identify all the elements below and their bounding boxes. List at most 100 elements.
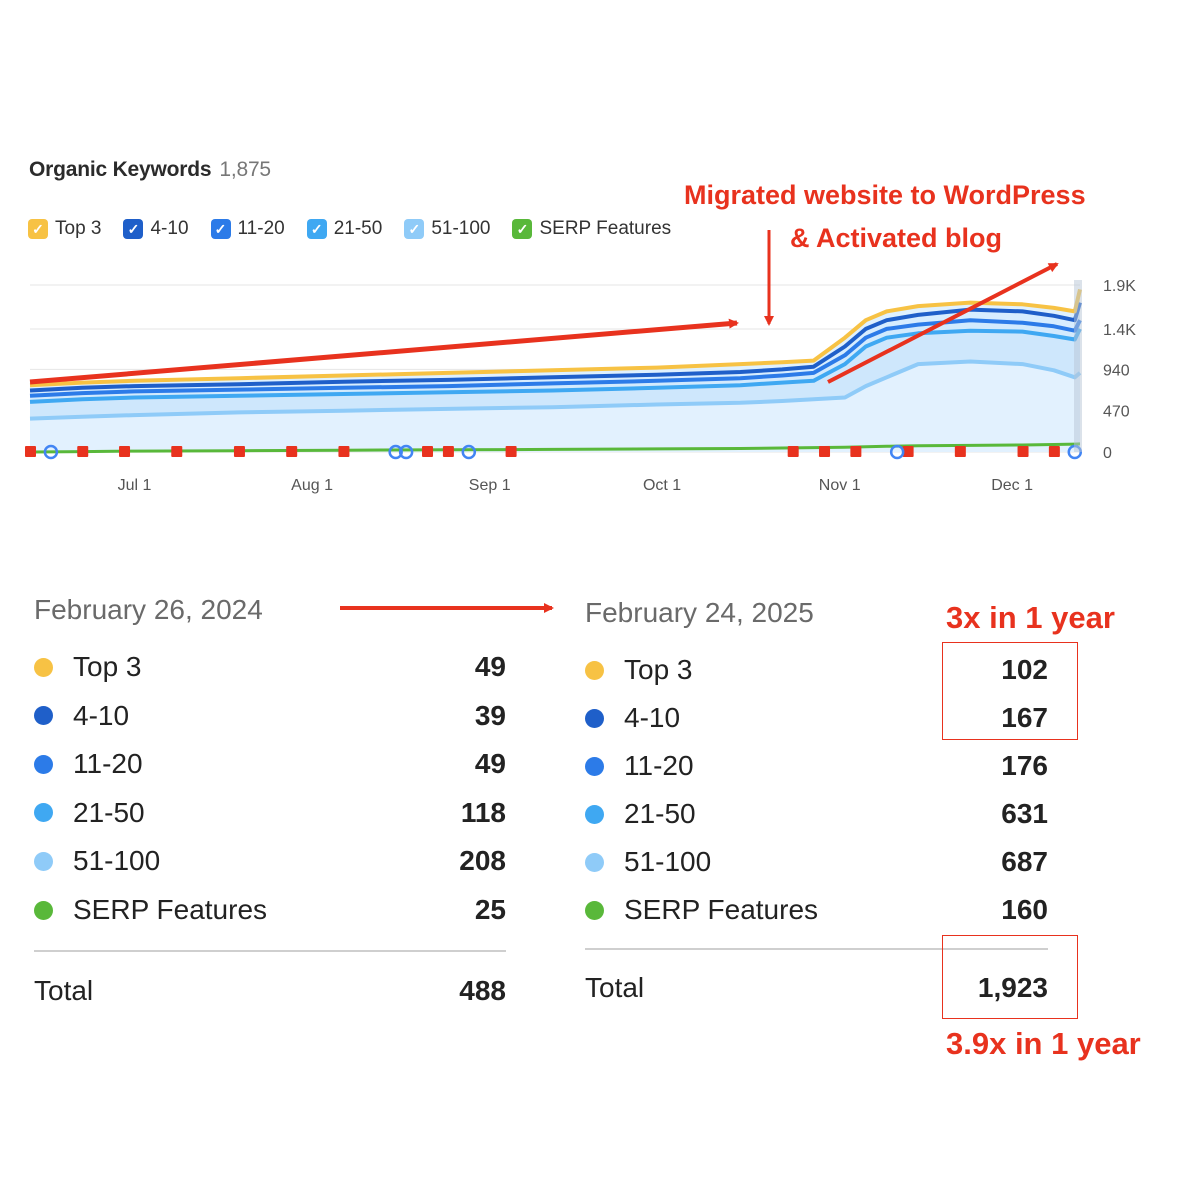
row-label: 11-20 — [624, 750, 694, 781]
left-total-label-text: Total — [34, 975, 94, 1006]
series-line-21-50 — [29, 328, 1082, 404]
row-value: 49 — [474, 651, 506, 682]
checkbox-checked-icon[interactable]: ✓ — [306, 219, 327, 239]
row-label: 11-20 — [73, 748, 143, 780]
checkbox-checked-icon[interactable]: ✓ — [123, 219, 144, 239]
right-row-4-10: 4-10 — [585, 702, 680, 734]
legend-item-11-20[interactable]: ✓ 11-20 — [210, 218, 285, 240]
row-value: 160 — [1001, 894, 1048, 925]
growth-arrow — [827, 262, 1059, 384]
x-tick-label: Dec 1 — [991, 477, 1033, 494]
top-rows-highlight-box — [942, 642, 1078, 740]
legend-label: 4-10 — [150, 218, 189, 239]
series-line-11-20 — [29, 318, 1082, 398]
legend-label: 51-100 — [431, 218, 491, 239]
google-update-icon — [889, 444, 905, 460]
left-table-divider — [34, 950, 506, 952]
event-flag-icon — [422, 446, 434, 457]
left-row-serp-features: SERP Features — [34, 894, 267, 926]
row-value: 25 — [474, 894, 506, 925]
legend: ✓ Top 3 ✓ 4-10 ✓ 11-20 ✓ 21-50 ✓ 51-100 ✓ SERP Feat… — [28, 218, 693, 240]
row-value: 39 — [474, 699, 506, 731]
color-dot-icon — [585, 660, 604, 680]
legend-item-51-100[interactable]: ✓ 51-100 — [404, 218, 490, 240]
x-tick-label: Nov 1 — [819, 477, 861, 494]
row-label: 21-50 — [73, 796, 145, 828]
legend-item-4-10[interactable]: ✓ 4-10 — [123, 218, 189, 240]
row-value: 118 — [460, 796, 506, 828]
event-flag-icon — [77, 446, 89, 457]
legend-item-serp-features[interactable]: ✓ SERP Features — [512, 218, 671, 240]
right-table-date: February 24, 2025 — [585, 597, 814, 628]
legend-item-top-3[interactable]: ✓ Top 3 — [28, 218, 101, 240]
series-line-top-3 — [29, 288, 1082, 388]
checkbox-checked-icon[interactable]: ✓ — [404, 219, 425, 239]
event-flag-icon — [954, 446, 966, 457]
color-dot-icon — [585, 708, 604, 728]
x-tick-label: Jul 1 — [118, 477, 152, 494]
row-label: Top 3 — [73, 651, 142, 682]
x-tick-label: Sep 1 — [469, 477, 511, 494]
checkbox-checked-icon[interactable]: ✓ — [210, 219, 231, 239]
row-value: 49 — [474, 748, 506, 780]
growth-annotation-top: 3x in 1 year — [946, 600, 1115, 635]
checkbox-checked-icon[interactable]: ✓ — [512, 219, 533, 239]
row-value: 687 — [1001, 846, 1048, 877]
migration-annotation-line1: Migrated website to WordPress — [684, 180, 1086, 210]
right-row-serp-features: SERP Features — [585, 894, 818, 926]
google-update-icon — [43, 444, 59, 460]
left-total-label: Total — [34, 975, 93, 1007]
left-table-date: February 26, 2024 — [34, 594, 263, 625]
right-total-value: 1,923 — [977, 972, 1048, 1003]
y-tick-label: 1.4K — [1103, 322, 1136, 339]
left-row-21-50: 21-50 — [34, 797, 145, 829]
row-label: SERP Features — [624, 894, 819, 925]
right-row-top-3: Top 3 — [585, 654, 693, 686]
row-label: Top 3 — [624, 654, 693, 685]
legend-label: SERP Features — [539, 218, 672, 239]
row-value: 102 — [1001, 654, 1048, 685]
left-row-11-20: 11-20 — [34, 748, 143, 780]
row-label: 21-50 — [624, 798, 696, 829]
right-row-21-50: 21-50 — [585, 798, 696, 830]
y-tick-label: 1.9K — [1103, 278, 1136, 295]
row-label: SERP Features — [73, 894, 268, 925]
event-flag-icon — [787, 446, 799, 457]
color-dot-icon — [585, 852, 604, 872]
y-tick-label: 940 — [1103, 362, 1130, 379]
legend-label: 11-20 — [237, 218, 285, 239]
right-total-label-text: Total — [585, 972, 645, 1003]
color-dot-icon — [34, 851, 53, 871]
right-total-label: Total — [585, 972, 644, 1004]
keyword-count: 1,875 — [219, 158, 271, 181]
google-update-icon — [388, 444, 403, 460]
x-tick-label: Aug 1 — [291, 477, 333, 494]
event-flag-icon — [338, 446, 350, 457]
growth-annotation-total: 3.9x in 1 year — [946, 1026, 1141, 1061]
area-51-100 — [30, 361, 1080, 452]
legend-item-21-50[interactable]: ✓ 21-50 — [306, 218, 382, 240]
left-row-top-3: Top 3 — [34, 651, 142, 683]
color-dot-icon — [34, 803, 53, 823]
x-tick-label: Oct 1 — [643, 477, 681, 494]
color-dot-icon — [34, 754, 53, 774]
migration-annotation-line2: & Activated blog — [790, 223, 1003, 253]
right-table-divider — [585, 948, 1048, 950]
event-flag-icon — [442, 446, 454, 457]
checkbox-checked-icon[interactable]: ✓ — [28, 219, 48, 239]
left-row-4-10: 4-10 — [34, 700, 129, 732]
row-label: 51-100 — [624, 846, 712, 877]
google-update-icon — [398, 444, 414, 460]
color-dot-icon — [585, 804, 604, 824]
event-flag-icon — [850, 446, 862, 457]
right-row-51-100: 51-100 — [585, 846, 711, 878]
event-flag-icon — [171, 446, 183, 457]
event-flag-icon — [25, 446, 36, 457]
color-dot-icon — [585, 756, 604, 776]
row-value: 631 — [1001, 798, 1048, 829]
right-row-11-20: 11-20 — [585, 750, 694, 782]
chart-title-text: Organic Keywords — [29, 158, 212, 181]
total-highlight-box — [942, 935, 1078, 1019]
series-line-51-100 — [29, 359, 1082, 421]
event-flag-icon — [1048, 446, 1060, 457]
